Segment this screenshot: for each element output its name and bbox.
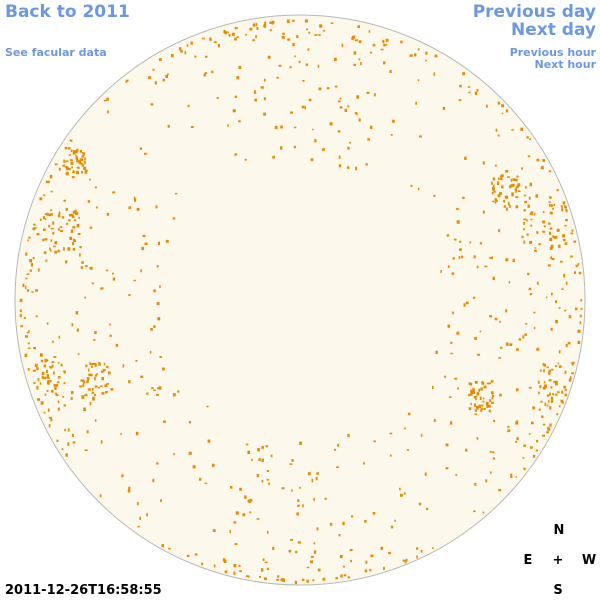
compass-north: N [554,523,565,538]
compass-east: E [524,553,533,568]
next-day-link[interactable]: Next day [511,20,596,40]
back-link[interactable]: Back to 2011 [5,2,130,22]
solar-disk [14,14,586,586]
next-hour-link[interactable]: Next hour [535,58,597,71]
timestamp: 2011-12-26T16:58:55 [5,583,162,598]
compass-west: W [582,553,596,568]
previous-day-link[interactable]: Previous day [473,2,596,22]
previous-hour-link[interactable]: Previous hour [510,46,597,59]
facular-link[interactable]: See facular data [5,46,107,59]
compass-south: S [553,583,562,598]
compass-center: + [553,553,564,568]
